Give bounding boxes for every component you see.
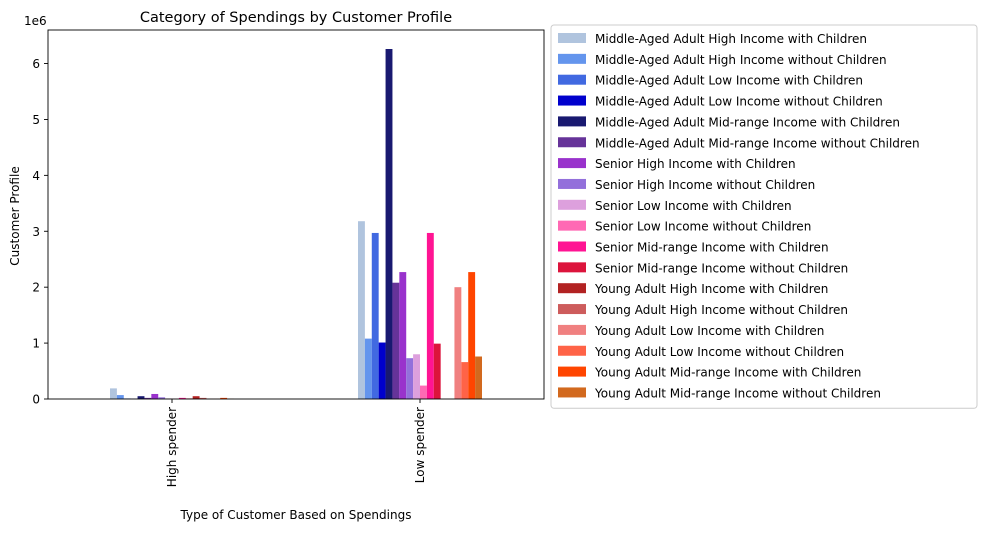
- legend-label: Young Adult Mid-range Income without Chi…: [594, 386, 881, 400]
- legend-swatch: [558, 54, 586, 64]
- legend-swatch: [558, 367, 586, 377]
- legend-label: Senior Low Income without Children: [595, 220, 811, 234]
- legend-swatch: [558, 75, 586, 85]
- bar: [365, 339, 372, 399]
- legend-swatch: [558, 304, 586, 314]
- bar: [434, 344, 441, 399]
- legend-label: Middle-Aged Adult High Income with Child…: [595, 32, 867, 46]
- legend-label: Young Adult High Income without Children: [594, 303, 848, 317]
- bar: [413, 354, 420, 399]
- legend-swatch: [558, 262, 586, 272]
- legend-swatch: [558, 346, 586, 356]
- bar: [117, 395, 124, 399]
- legend-label: Young Adult Low Income with Children: [594, 324, 824, 338]
- legend-label: Middle-Aged Adult Low Income with Childr…: [595, 74, 863, 88]
- legend-swatch: [558, 179, 586, 189]
- legend-swatch: [558, 325, 586, 335]
- bar: [461, 362, 468, 399]
- x-tick-label: High spender: [165, 407, 179, 487]
- y-axis-multiplier: 1e6: [24, 14, 47, 28]
- legend-label: Senior High Income without Children: [595, 178, 815, 192]
- y-axis-label: Customer Profile: [8, 166, 22, 265]
- y-tick-label: 1: [32, 337, 40, 351]
- legend-label: Senior High Income with Children: [595, 157, 796, 171]
- x-axis-label: Type of Customer Based on Spendings: [180, 508, 412, 522]
- y-tick-label: 0: [32, 393, 40, 407]
- bar: [427, 233, 434, 399]
- axes-group: 0 1 2 3 4 5 6 High spender Low spender: [32, 30, 544, 487]
- legend-swatch: [558, 158, 586, 168]
- legend-label: Senior Mid-range Income with Children: [595, 241, 829, 255]
- chart-title: Category of Spendings by Customer Profil…: [140, 10, 452, 26]
- bar: [358, 221, 365, 399]
- legend-label: Middle-Aged Adult Low Income without Chi…: [595, 95, 883, 109]
- legend-label: Middle-Aged Adult Mid-range Income with …: [595, 115, 900, 129]
- legend-label: Middle-Aged Adult High Income without Ch…: [595, 53, 887, 67]
- legend-label: Middle-Aged Adult Mid-range Income witho…: [595, 136, 920, 150]
- y-tick-label: 6: [32, 57, 40, 71]
- bar: [406, 358, 413, 399]
- bar: [468, 272, 475, 399]
- legend-swatch: [558, 283, 586, 293]
- bars-group: [110, 49, 482, 399]
- bar: [386, 49, 393, 399]
- legend-swatch: [558, 137, 586, 147]
- legend-swatch: [558, 242, 586, 252]
- bar: [399, 272, 406, 399]
- bar: [420, 386, 427, 399]
- bar: [392, 283, 399, 399]
- legend-swatch: [558, 33, 586, 43]
- legend-label: Young Adult High Income with Children: [594, 282, 828, 296]
- y-tick-label: 2: [32, 281, 40, 295]
- y-tick-label: 5: [32, 113, 40, 127]
- legend-label: Young Adult Mid-range Income with Childr…: [594, 366, 861, 380]
- bar: [151, 394, 158, 399]
- legend-swatch: [558, 387, 586, 397]
- legend-swatch: [558, 200, 586, 210]
- x-tick-label: Low spender: [413, 407, 427, 483]
- legend-label: Young Adult Low Income without Children: [594, 345, 844, 359]
- legend-swatch: [558, 96, 586, 106]
- legend: Middle-Aged Adult High Income with Child…: [551, 25, 977, 408]
- y-tick-label: 4: [32, 169, 40, 183]
- bar: [379, 343, 386, 399]
- legend-swatch: [558, 221, 586, 231]
- bar: [475, 357, 482, 399]
- bar: [110, 388, 117, 399]
- legend-swatch: [558, 116, 586, 126]
- bar: [372, 233, 379, 399]
- legend-label: Senior Mid-range Income without Children: [595, 261, 848, 275]
- bar: [454, 287, 461, 399]
- y-tick-label: 3: [32, 225, 40, 239]
- legend-label: Senior Low Income with Children: [595, 199, 792, 213]
